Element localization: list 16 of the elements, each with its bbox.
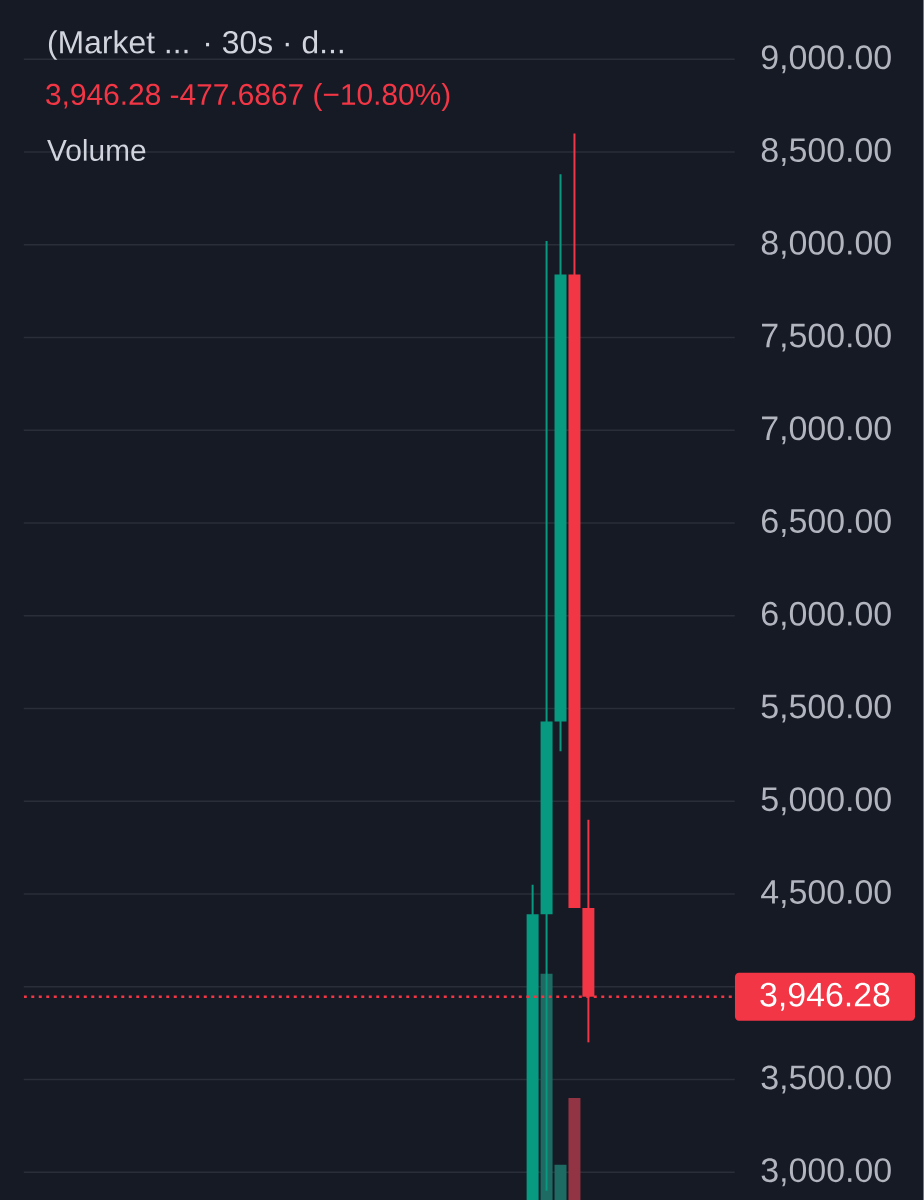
ref-line-label: 3,946.28	[760, 982, 890, 1011]
y-tick-label: 3,500.00	[761, 1065, 891, 1094]
y-tick-label: 6,500.00	[762, 509, 891, 537]
y-tick-label: 3,000.00	[761, 1158, 891, 1187]
y-tick-label: 9,000.00	[762, 45, 891, 74]
y-tick-label: 6,000.00	[762, 601, 891, 630]
y-tick-label: 8,000.00	[761, 230, 891, 259]
y-tick-label: 5,000.00	[761, 787, 891, 816]
y-tick-label: 7,000.00	[762, 416, 891, 445]
annotation: Volume	[47, 139, 146, 161]
y-tick-label: 4,500.00	[761, 879, 891, 908]
y-tick-label: 7,500.00	[762, 323, 891, 352]
y-tick-label: 5,500.00	[761, 694, 891, 723]
y-tick-label: 8,500.00	[761, 138, 891, 167]
text: (Market ... · 30s · d...	[49, 30, 343, 60]
text: 3,946.28 -477.6867 (−10.80%)	[46, 83, 450, 111]
